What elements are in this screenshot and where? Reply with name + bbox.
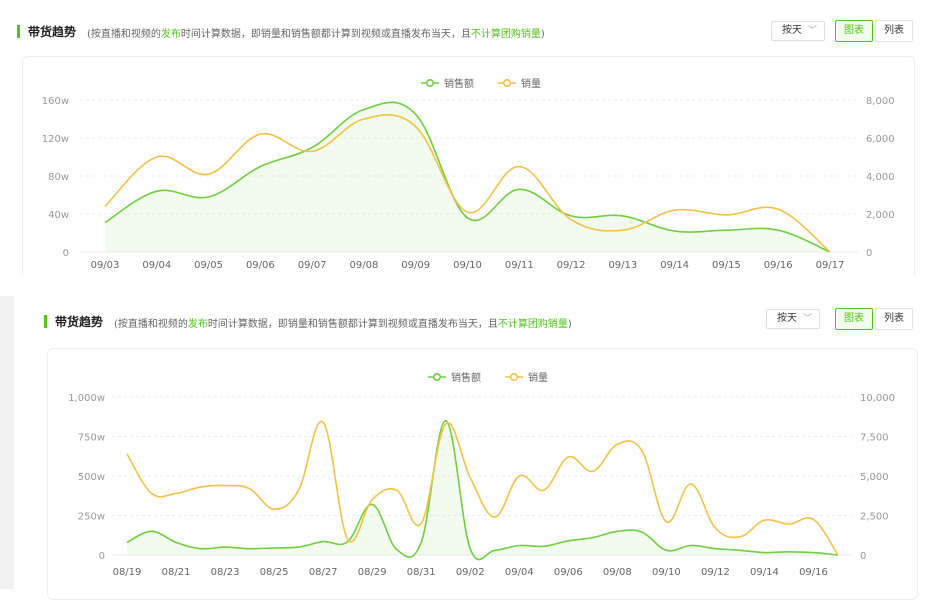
- note-highlight-2: 不计算团购销量: [497, 319, 568, 330]
- x-tick-label: 09/15: [712, 260, 741, 271]
- trend-chart-bottom: 0 0 250w 2,500 500w 5,000 750w 7,500 1,000w 10,00…: [68, 371, 895, 578]
- title-accent-bar: [44, 315, 47, 328]
- x-tick-label: 09/10: [453, 260, 482, 271]
- x-tick-label: 09/08: [603, 567, 632, 578]
- x-tick-label: 09/14: [660, 260, 689, 271]
- trend-panel-bottom: 带货趋势 (按直播和视频的发布时间计算数据，即销量和销售额都计算到视频或直播发布…: [0, 296, 933, 600]
- series-line-sales-amount: [126, 419, 839, 561]
- x-tick-label: 09/04: [142, 260, 171, 271]
- x-tick-label: 09/16: [764, 260, 793, 271]
- y-left-tick-label: 40w: [48, 210, 69, 221]
- note-text-3: ): [567, 319, 572, 330]
- y-right-tick-label: 8,000: [866, 96, 895, 107]
- series-line-sales-volume: [126, 420, 839, 556]
- granularity-value: 按天: [777, 313, 797, 324]
- panel-title: 带货趋势: [55, 315, 104, 329]
- x-tick-label: 08/19: [113, 567, 142, 578]
- x-tick-label: 09/10: [652, 567, 681, 578]
- view-list-button[interactable]: 列表: [875, 20, 913, 42]
- note-highlight-1: 发布: [187, 319, 208, 330]
- series-line-sales-volume: [104, 114, 831, 253]
- note-text-1: (按直播和视频的: [114, 319, 188, 330]
- legend-marker: [509, 373, 518, 382]
- legend-marker: [425, 79, 434, 88]
- legend-label: 销量: [528, 371, 548, 384]
- y-right-tick-label: 4,000: [866, 172, 895, 183]
- x-tick-label: 08/23: [211, 567, 240, 578]
- y-left-tick-label: 500w: [78, 472, 105, 483]
- trend-chart-top: 0 0 40w 2,000 80w 4,000 120w 6,000 160w 8,000 09/0…: [42, 77, 895, 271]
- panel-note: (按直播和视频的发布时间计算数据，即销量和销售额都计算到视频或直播发布当天，且不…: [87, 25, 545, 40]
- panel-title: 带货趋势: [28, 25, 77, 39]
- x-tick-label: 09/06: [554, 567, 583, 578]
- chart-card: [22, 56, 915, 283]
- y-right-tick-label: 2,500: [860, 512, 889, 523]
- x-tick-label: 09/12: [557, 260, 586, 271]
- x-tick-label: 09/14: [750, 567, 779, 578]
- y-left-tick-label: 120w: [42, 134, 69, 145]
- x-tick-label: 08/29: [358, 567, 387, 578]
- x-tick-label: 09/12: [701, 567, 730, 578]
- panel-gap: [0, 275, 933, 296]
- series-line-sales-amount: [104, 101, 831, 253]
- x-tick-label: 09/05: [194, 260, 223, 271]
- chevron-down-icon: ﹀: [807, 26, 817, 36]
- x-tick-label: 09/02: [456, 567, 485, 578]
- granularity-value: 按天: [782, 25, 802, 36]
- series-area-sales-amount: [105, 102, 830, 252]
- left-strip: [0, 296, 14, 589]
- note-text-3: ): [540, 29, 545, 40]
- note-highlight-2: 不计算团购销量: [470, 29, 541, 40]
- x-tick-label: 09/08: [350, 260, 379, 271]
- panel-header: 带货趋势 (按直播和视频的发布时间计算数据，即销量和销售额都计算到视频或直播发布…: [0, 296, 933, 332]
- x-tick-label: 09/06: [246, 260, 275, 271]
- y-right-tick-label: 2,000: [866, 210, 895, 221]
- x-tick-label: 09/16: [799, 567, 828, 578]
- granularity-select[interactable]: 按天 ﹀: [766, 309, 820, 329]
- panel-note: (按直播和视频的发布时间计算数据，即销量和销售额都计算到视频或直播发布当天，且不…: [114, 315, 572, 330]
- y-left-tick-label: 0: [63, 248, 69, 259]
- view-list-button[interactable]: 列表: [875, 308, 913, 330]
- y-right-tick-label: 0: [866, 248, 872, 259]
- y-left-tick-label: 80w: [48, 172, 69, 183]
- y-right-tick-label: 6,000: [866, 134, 895, 145]
- note-text-2: 时间计算数据，即销量和销售额都计算到视频或直播发布当天，且: [180, 29, 471, 40]
- view-chart-button[interactable]: 图表: [835, 308, 873, 330]
- y-right-tick-label: 10,000: [860, 393, 895, 404]
- series-area-sales-amount: [127, 420, 838, 560]
- legend-label: 销售额: [451, 371, 481, 384]
- legend-label: 销量: [521, 77, 541, 90]
- panel-header: 带货趋势 (按直播和视频的发布时间计算数据，即销量和销售额都计算到视频或直播发布…: [0, 0, 933, 42]
- note-text-1: (按直播和视频的: [87, 29, 161, 40]
- x-tick-label: 08/25: [260, 567, 289, 578]
- chevron-down-icon: ﹀: [802, 314, 812, 324]
- x-tick-label: 09/11: [505, 260, 534, 271]
- y-right-tick-label: 7,500: [860, 433, 889, 444]
- y-left-tick-label: 250w: [78, 512, 105, 523]
- y-left-tick-label: 160w: [42, 96, 69, 107]
- legend-marker: [502, 79, 511, 88]
- title-accent-bar: [17, 25, 20, 38]
- view-chart-button[interactable]: 图表: [835, 20, 873, 42]
- x-tick-label: 09/17: [816, 260, 845, 271]
- note-highlight-1: 发布: [160, 29, 181, 40]
- x-tick-label: 08/21: [162, 567, 191, 578]
- trend-panel-top: 带货趋势 (按直播和视频的发布时间计算数据，即销量和销售额都计算到视频或直播发布…: [0, 0, 933, 283]
- y-right-tick-label: 5,000: [860, 472, 889, 483]
- granularity-select[interactable]: 按天 ﹀: [771, 21, 825, 41]
- x-tick-label: 09/07: [298, 260, 327, 271]
- x-tick-label: 09/13: [608, 260, 637, 271]
- x-tick-label: 09/04: [505, 567, 534, 578]
- y-left-tick-label: 0: [99, 551, 105, 562]
- y-left-tick-label: 750w: [78, 433, 105, 444]
- note-text-2: 时间计算数据，即销量和销售额都计算到视频或直播发布当天，且: [207, 319, 498, 330]
- x-tick-label: 09/03: [91, 260, 120, 271]
- y-right-tick-label: 0: [860, 551, 866, 562]
- legend-label: 销售额: [444, 77, 474, 90]
- legend-marker: [432, 373, 441, 382]
- x-tick-label: 08/31: [407, 567, 436, 578]
- x-tick-label: 09/09: [401, 260, 430, 271]
- y-left-tick-label: 1,000w: [68, 393, 105, 404]
- x-tick-label: 08/27: [309, 567, 338, 578]
